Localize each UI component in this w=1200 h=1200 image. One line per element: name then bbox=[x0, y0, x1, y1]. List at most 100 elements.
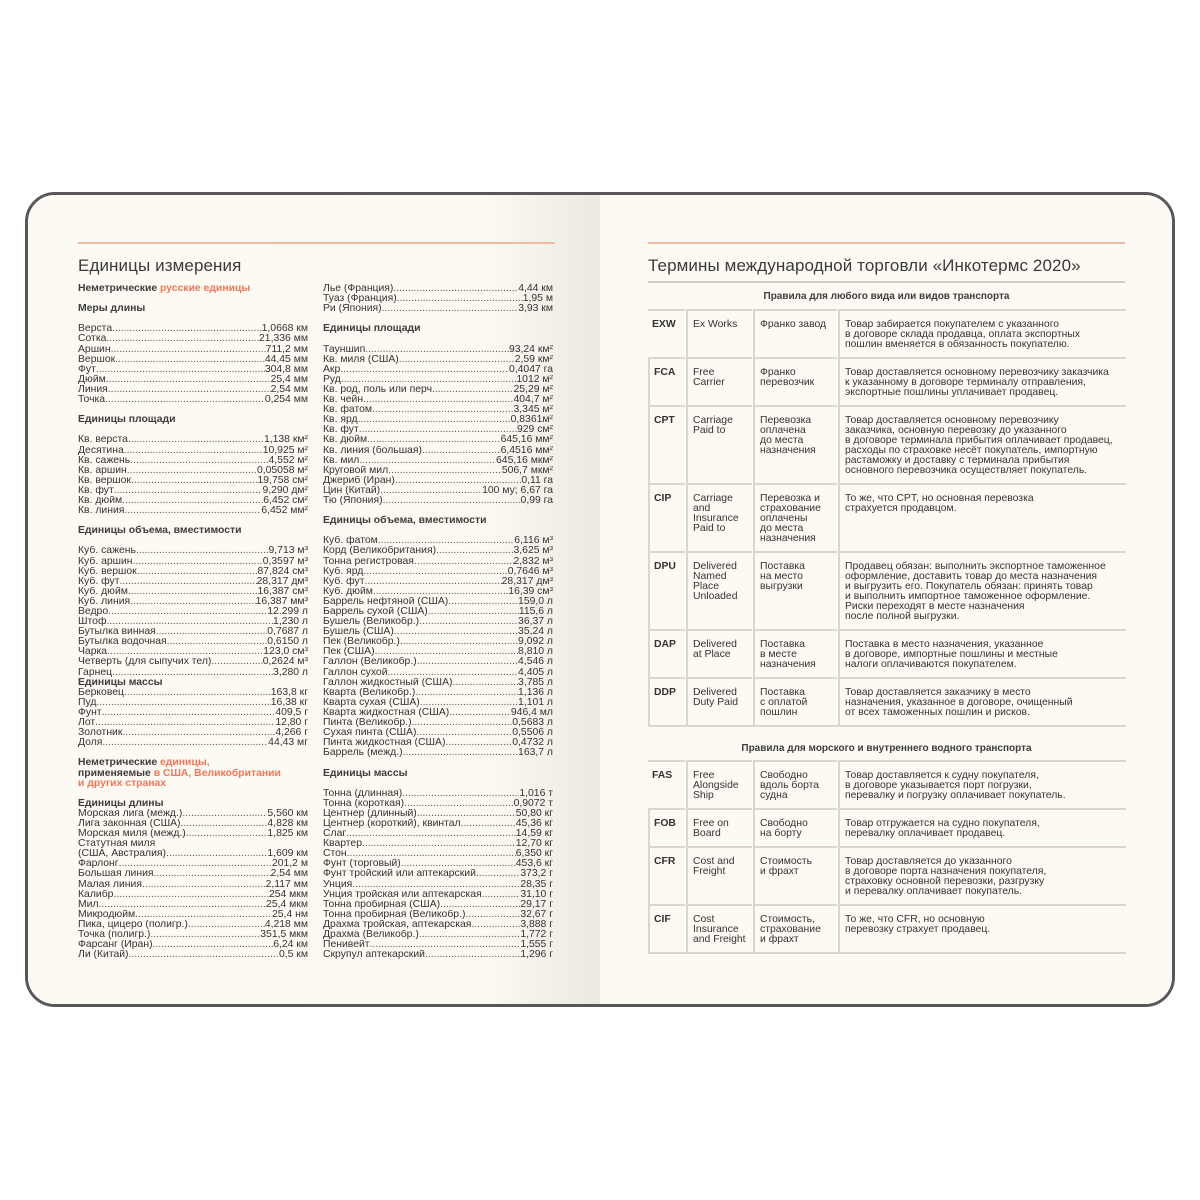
unit-row: Вершок 44,45 мм bbox=[78, 355, 308, 365]
table-heading: Правила для морского и внутреннего водно… bbox=[741, 743, 1032, 754]
unit-name: Точка bbox=[78, 395, 106, 406]
unit-row: Кв. род, поль или перч 25,29 м² bbox=[323, 385, 553, 395]
unit-value: 100 му; 6,67 га bbox=[482, 485, 553, 496]
unit-value: 19,758 см² bbox=[257, 475, 308, 486]
unit-name: Кварта (Великобр.) bbox=[323, 687, 416, 698]
dot-leader bbox=[448, 597, 518, 607]
dot-leader bbox=[417, 809, 516, 819]
dot-leader bbox=[122, 496, 263, 506]
unit-row: Лига законная (США) 4,828 км bbox=[78, 819, 308, 829]
unit-value: 4,546 л bbox=[518, 657, 553, 668]
dot-leader bbox=[346, 829, 516, 839]
term-english: Delivered Duty Paid bbox=[686, 677, 752, 725]
unit-value: 711,2 мм bbox=[265, 344, 308, 355]
unit-value: 645,16 мм² bbox=[500, 435, 553, 446]
unit-name: Баррель сухой (США) bbox=[323, 607, 428, 617]
unit-row: Точка (полигр.) 351,5 мкм bbox=[78, 930, 308, 940]
dot-leader bbox=[359, 456, 496, 466]
dot-leader bbox=[449, 708, 511, 718]
unit-name: Морская миля (межд.) bbox=[78, 829, 186, 840]
unit-row: Фунт (торговый) 453,6 кг bbox=[323, 859, 553, 869]
unit-name: Баррель нефтяной (США) bbox=[323, 596, 449, 607]
dot-leader bbox=[440, 900, 520, 910]
unit-row: Фунт 409,5 г bbox=[78, 708, 308, 718]
dot-leader bbox=[482, 890, 521, 900]
unit-value: 50,80 кг bbox=[515, 808, 553, 819]
unit-name: Слаг bbox=[323, 829, 347, 840]
accent-rule bbox=[648, 242, 1125, 244]
term-english: Delivered Named Place Unloaded bbox=[686, 551, 752, 629]
dot-leader bbox=[99, 900, 267, 910]
dot-leader bbox=[186, 829, 268, 839]
unit-name: Кварта сухая (США) bbox=[323, 697, 420, 708]
unit-value: 3,280 л bbox=[273, 667, 308, 678]
unit-name: Куб. сажень bbox=[78, 546, 136, 557]
dot-leader bbox=[106, 375, 271, 385]
unit-name: Туаз (Франция) bbox=[323, 294, 397, 305]
dot-leader bbox=[419, 617, 518, 627]
unit-name: Куб. фут bbox=[78, 576, 120, 587]
term-russian: Стоимость, страхование и фрахт bbox=[753, 904, 837, 952]
unit-value: 0,99 га bbox=[520, 495, 553, 506]
dot-leader bbox=[137, 567, 258, 577]
dot-leader bbox=[370, 940, 521, 950]
dot-leader bbox=[362, 839, 516, 849]
unit-row: Кв. фут 929 см² bbox=[323, 425, 553, 435]
term-code: FCA bbox=[648, 357, 685, 405]
heading-segment: и других странах bbox=[78, 777, 167, 789]
unit-name: Кв. фут bbox=[323, 425, 359, 436]
unit-value: 3,888 г bbox=[520, 919, 553, 930]
dot-leader bbox=[182, 809, 267, 819]
term-code: DDP bbox=[648, 677, 685, 725]
unit-value: 1,772 г bbox=[520, 930, 553, 940]
dot-leader bbox=[108, 607, 267, 617]
unit-name: Тю (Япония) bbox=[323, 495, 383, 506]
dot-leader bbox=[102, 708, 276, 718]
unit-name: Бутылка винная bbox=[78, 627, 156, 638]
dot-leader bbox=[401, 859, 516, 869]
group-heading: Единицы длины bbox=[78, 797, 164, 809]
dot-leader bbox=[111, 345, 266, 355]
unit-value: 1,016 т bbox=[519, 788, 553, 799]
unit-value: 14,59 кг bbox=[515, 829, 553, 840]
unit-row: Кв. верста 1,138 км² bbox=[78, 435, 308, 445]
dot-leader bbox=[380, 486, 482, 496]
unit-name: Пика, цицеро (полигр.) bbox=[78, 919, 188, 930]
dot-leader bbox=[180, 819, 267, 829]
unit-row: Акр 0,4047 га bbox=[323, 365, 553, 375]
units-column-2: Лье (Франция) 4,44 км Туаз (Франция) 1,95 м… bbox=[323, 284, 553, 960]
unit-row: Золотник 4,266 г bbox=[78, 728, 308, 738]
unit-name: Точка (полигр.) bbox=[78, 930, 151, 940]
unit-value: 6,24 км bbox=[273, 940, 308, 951]
dot-leader bbox=[167, 637, 268, 647]
unit-row: Верста 1,0668 км bbox=[78, 324, 308, 334]
unit-group: Единицы объема, вместимости Куб. фатом 6,1… bbox=[323, 515, 553, 758]
unit-row: Кв. вершок 19,758 см² bbox=[78, 476, 308, 486]
unit-name: Корд (Великобритания) bbox=[323, 546, 437, 557]
unit-name: Морская лига (межд.) bbox=[78, 808, 183, 819]
unit-value: 0,254 мм bbox=[264, 395, 308, 406]
unit-name: Кв. фатом bbox=[323, 405, 373, 416]
unit-row: Доля 44,43 мг bbox=[78, 738, 308, 748]
dot-leader bbox=[112, 324, 262, 334]
unit-name: Тауншип bbox=[323, 344, 366, 355]
unit-row: Бушель (США) 35,24 л bbox=[323, 627, 553, 637]
dot-leader bbox=[211, 657, 262, 667]
unit-value: 304,8 мм bbox=[264, 364, 308, 375]
unit-row: Чарка 123,0 см³ bbox=[78, 647, 308, 657]
section-heading: Неметрические единицы, применяемые в США,… bbox=[78, 758, 308, 789]
unit-value: 1,609 км bbox=[267, 849, 308, 860]
unit-row: Унция 28,35 г bbox=[323, 880, 553, 890]
unit-row: Дюйм 25,4 мм bbox=[78, 375, 308, 385]
unit-name: Кв. чейн bbox=[323, 395, 364, 406]
dot-leader bbox=[154, 869, 271, 879]
dot-leader bbox=[166, 849, 267, 859]
unit-row: Туаз (Франция) 1,95 м bbox=[323, 294, 553, 304]
heading-segment: русские единицы bbox=[160, 283, 251, 294]
unit-row: Куб. дюйм 16,39 см³ bbox=[323, 587, 553, 597]
unit-value: 1,138 км² bbox=[263, 435, 308, 446]
unit-row: Большая линия 2,54 мм bbox=[78, 869, 308, 879]
unit-value: 1,555 г bbox=[520, 940, 553, 951]
